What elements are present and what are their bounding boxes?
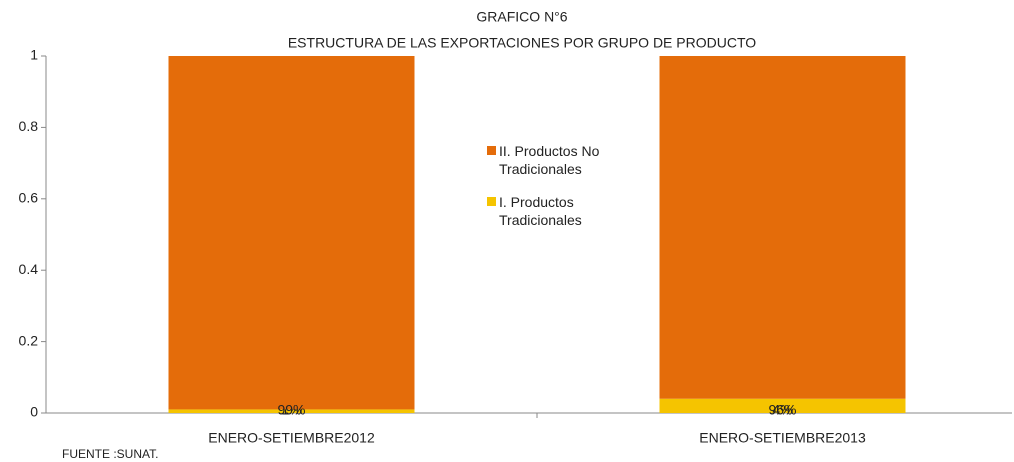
y-tick-label: 0.8 — [19, 118, 39, 134]
chart-title: GRAFICO N°6 — [476, 9, 567, 25]
bar-segment — [659, 398, 906, 413]
y-tick-label: 0.6 — [19, 190, 39, 206]
legend-swatch — [487, 197, 496, 206]
chart-subtitle: ESTRUCTURA DE LAS EXPORTACIONES POR GRUP… — [288, 35, 756, 51]
x-tick-label: ENERO-SETIEMBRE2012 — [208, 430, 375, 446]
data-label: 99% — [277, 402, 305, 418]
source-note: FUENTE :SUNAT. — [62, 447, 158, 461]
y-tick-label: 0.2 — [19, 332, 39, 348]
x-tick-label: ENERO-SETIEMBRE2013 — [699, 430, 866, 446]
y-tick-label: 0.4 — [19, 261, 39, 277]
legend-item: II. Productos No Tradicionales — [487, 142, 639, 178]
y-tick-label: 0 — [30, 404, 38, 420]
legend-item: I. Productos Tradicionales — [487, 193, 639, 229]
bar-segment — [168, 56, 415, 410]
bar-segment — [659, 56, 906, 399]
data-label: 4% — [772, 402, 792, 418]
bar-segment — [168, 409, 415, 413]
legend-label: I. Productos Tradicionales — [499, 194, 582, 228]
y-tick-label: 1 — [30, 47, 38, 63]
legend-label: II. Productos No Tradicionales — [499, 143, 600, 177]
legend-swatch — [487, 146, 496, 155]
data-label: 96% — [768, 402, 796, 418]
